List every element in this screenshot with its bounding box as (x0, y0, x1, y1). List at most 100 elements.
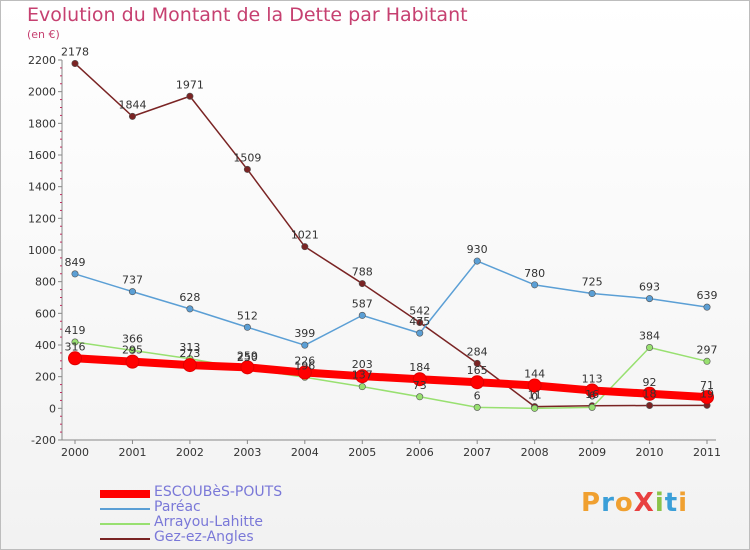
data-point (646, 344, 654, 352)
y-tick-label: -200 (31, 434, 56, 447)
data-point (358, 383, 366, 391)
logo-letter: t (664, 488, 679, 518)
data-label: 628 (179, 291, 200, 304)
data-label: 639 (697, 289, 718, 302)
data-point (297, 365, 312, 380)
data-label: 295 (122, 344, 143, 357)
legend-label: ESCOUBèS-POUTS (154, 484, 283, 500)
data-label: 6 (589, 389, 596, 402)
data-point (416, 319, 424, 327)
data-point (646, 401, 654, 409)
data-label: 384 (639, 330, 660, 343)
data-label: 259 (237, 349, 258, 362)
logo-letter: i (678, 488, 689, 518)
x-tick-label: 2004 (291, 446, 319, 459)
data-label: 1844 (118, 98, 146, 111)
logo-letter: o (614, 488, 634, 518)
logo-letter: X (633, 488, 655, 518)
logo-letter: r (601, 488, 615, 518)
data-label: 1509 (233, 151, 261, 164)
data-label: 73 (413, 379, 427, 392)
data-label: 71 (700, 379, 714, 392)
legend-label: Arrayou-Lahitte (154, 514, 263, 530)
data-label: 419 (65, 324, 86, 337)
data-label: 19 (700, 387, 714, 400)
y-tick-label: 1400 (28, 181, 56, 194)
data-point (642, 386, 657, 401)
y-tick-label: 2000 (28, 86, 56, 99)
data-label: 18 (643, 387, 657, 400)
series-line-2 (74, 341, 708, 410)
data-label: 250 (237, 351, 258, 364)
y-tick-label: 1600 (28, 149, 56, 162)
unit-label: (en €) (27, 28, 60, 41)
data-label: 316 (65, 340, 86, 353)
data-point (68, 351, 82, 366)
data-point (531, 404, 539, 412)
data-point (71, 270, 79, 278)
data-point (243, 165, 251, 173)
data-point (125, 354, 140, 369)
data-label: 399 (294, 327, 315, 340)
data-label: 0 (531, 390, 538, 403)
data-label: 196 (294, 359, 315, 372)
data-label: 297 (697, 343, 718, 356)
data-label: 2178 (61, 45, 89, 58)
data-point (186, 92, 194, 100)
data-point (416, 393, 424, 401)
data-point (182, 358, 197, 373)
data-point (128, 346, 136, 354)
y-tick-label: 0 (49, 402, 56, 415)
x-tick-label: 2002 (176, 446, 204, 459)
data-point (240, 360, 255, 375)
data-label: 273 (179, 347, 200, 360)
x-tick-label: 2006 (406, 446, 434, 459)
data-label: 737 (122, 274, 143, 287)
data-point (470, 375, 485, 390)
y-tick-label: 1800 (28, 117, 56, 130)
data-point (531, 281, 539, 289)
data-label: 788 (352, 266, 373, 279)
legend-label: Paréac (154, 499, 201, 515)
data-label: 725 (582, 276, 603, 289)
legend-swatch (100, 490, 150, 498)
x-tick-label: 2010 (636, 446, 664, 459)
data-label: 512 (237, 309, 258, 322)
chart-title: Evolution du Montant de la Dette par Hab… (27, 4, 468, 26)
x-tick-label: 2001 (118, 446, 146, 459)
data-point (301, 243, 309, 251)
data-point (128, 112, 136, 120)
data-point (412, 372, 427, 387)
y-tick-label: 2200 (28, 54, 56, 67)
x-tick-label: 2008 (521, 446, 549, 459)
legend-swatch (100, 538, 150, 540)
x-tick-label: 2003 (233, 446, 261, 459)
data-label: 1021 (291, 229, 319, 242)
data-label: 693 (639, 281, 660, 294)
series-line-0 (71, 354, 711, 402)
data-label: 6 (474, 389, 481, 402)
data-point (588, 403, 596, 411)
data-point (646, 295, 654, 303)
y-tick-label: 800 (35, 276, 56, 289)
data-point (71, 338, 79, 346)
logo-letter: P (581, 488, 602, 518)
legend-swatch (100, 523, 150, 525)
proxiti-logo: ProXiti (581, 488, 688, 518)
data-point (700, 390, 714, 405)
data-label: 113 (582, 372, 603, 385)
data-point (71, 59, 79, 67)
data-label: 475 (409, 315, 430, 328)
x-tick-label: 2007 (463, 446, 491, 459)
data-label: 184 (409, 361, 430, 374)
y-tick-label: 1000 (28, 244, 56, 257)
legend-label: Gez-ez-Angles (154, 529, 254, 545)
y-tick-label: 400 (35, 339, 56, 352)
data-label: 144 (524, 368, 545, 381)
data-point (473, 359, 481, 367)
data-label: 11 (528, 389, 542, 402)
data-point (588, 290, 596, 298)
data-point (416, 329, 424, 337)
y-tick-label: 200 (35, 371, 56, 384)
